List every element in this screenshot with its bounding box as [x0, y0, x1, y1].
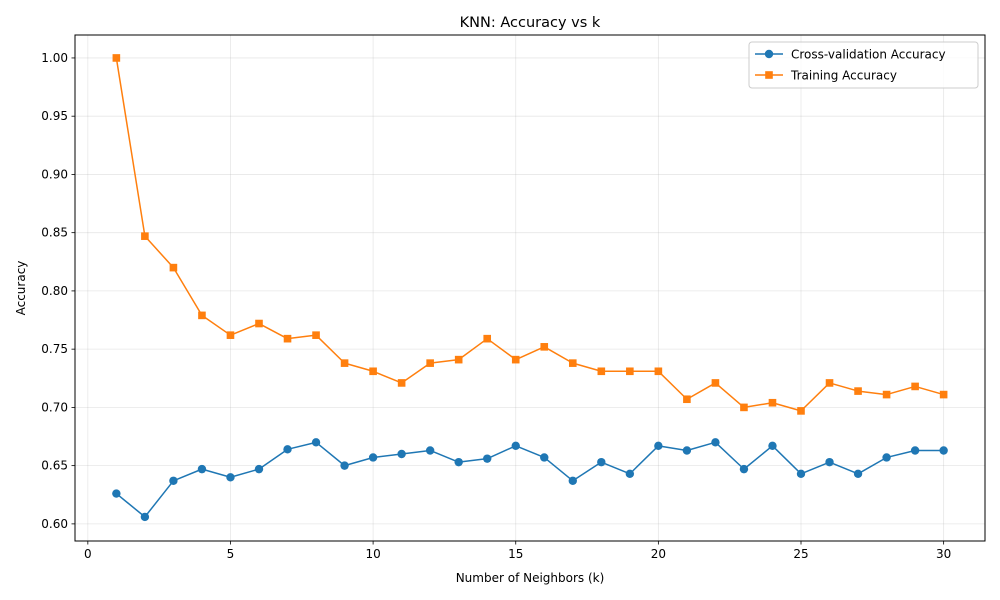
data-point — [169, 263, 178, 272]
legend-item: Training Accuracy — [755, 69, 897, 83]
data-point — [597, 367, 606, 376]
series-line — [115, 57, 944, 412]
y-axis-label: Accuracy — [14, 261, 28, 316]
data-point — [711, 379, 720, 387]
data-point — [283, 334, 292, 343]
data-point — [169, 476, 178, 485]
data-point — [626, 367, 634, 376]
data-point — [853, 469, 863, 478]
legend: Cross-validation Accuracy Training Accura… — [748, 41, 979, 89]
legend-item: Cross-validation Accuracy — [755, 48, 946, 62]
data-point — [939, 390, 948, 399]
data-point — [198, 311, 206, 320]
data-point — [140, 512, 150, 522]
grid-layer — [75, 35, 985, 541]
data-point — [796, 469, 806, 478]
data-point — [654, 441, 663, 451]
data-point — [454, 457, 463, 467]
x-axis-label: Number of Neighbors (k) — [456, 571, 605, 585]
data-point — [797, 407, 805, 415]
data-point — [768, 441, 777, 451]
data-point — [397, 449, 406, 459]
data-point — [682, 446, 692, 455]
data-point — [483, 334, 492, 343]
chart-title: KNN: Accuracy vs k — [460, 15, 601, 31]
y-tick-label: 0.60 — [41, 517, 68, 531]
y-tick-label: 0.65 — [41, 459, 68, 473]
legend-marker — [765, 71, 773, 79]
data-point — [540, 453, 549, 462]
data-point — [454, 355, 463, 364]
y-tick-label: 0.85 — [41, 226, 68, 240]
data-point — [369, 367, 377, 376]
data-point — [425, 446, 435, 455]
data-point — [683, 395, 691, 404]
y-tick-label: 0.75 — [41, 342, 68, 356]
data-point — [739, 464, 749, 474]
legend-marker — [764, 49, 774, 59]
data-point — [625, 469, 635, 478]
data-point — [368, 453, 378, 462]
data-point — [255, 319, 263, 328]
data-point — [825, 379, 834, 387]
legend-label: Cross-validation Accuracy — [791, 48, 946, 62]
data-point — [340, 359, 349, 367]
data-point — [654, 367, 663, 376]
data-point — [597, 457, 606, 467]
x-tick-label: 25 — [793, 547, 808, 561]
data-point — [112, 54, 121, 62]
plot-frame — [74, 34, 986, 542]
data-point — [939, 446, 948, 455]
axes-layer: 0 5 10 15 20 25 30 0.60 0.65 0.70 0.75 0.80 0.85 0.90… — [41, 51, 951, 561]
data-point — [197, 464, 207, 474]
legend-frame — [748, 41, 979, 89]
data-point — [882, 390, 891, 399]
x-tick-label: 0 — [84, 547, 92, 561]
data-point — [397, 379, 406, 387]
data-point — [254, 464, 264, 474]
data-point — [882, 453, 891, 462]
x-tick-label: 5 — [227, 547, 235, 561]
data-point — [511, 441, 520, 451]
data-point — [312, 331, 320, 339]
data-point — [340, 461, 349, 470]
data-point — [540, 343, 549, 351]
y-tick-label: 0.90 — [41, 167, 68, 181]
y-tick-label: 1.00 — [41, 51, 68, 65]
data-point — [854, 387, 862, 395]
series-cross-validation — [112, 438, 948, 522]
y-tick-label: 0.70 — [41, 400, 68, 414]
data-point — [711, 438, 720, 447]
data-point — [911, 382, 919, 391]
x-tick-label: 30 — [936, 547, 951, 561]
x-tick-label: 10 — [365, 547, 380, 561]
data-point — [226, 473, 235, 482]
legend-label: Training Accuracy — [790, 69, 897, 83]
data-point — [910, 446, 920, 455]
data-point — [740, 403, 748, 412]
series-training — [112, 54, 948, 415]
data-point — [426, 359, 434, 367]
y-tick-label: 0.95 — [41, 109, 68, 123]
series-line — [115, 441, 944, 518]
data-point — [825, 457, 834, 467]
data-point — [226, 331, 235, 339]
data-point — [568, 476, 577, 485]
x-tick-label: 20 — [651, 547, 666, 561]
data-point — [511, 355, 520, 364]
data-point — [311, 438, 321, 447]
data-point — [568, 359, 577, 367]
data-point — [768, 398, 777, 407]
data-point — [283, 445, 292, 454]
data-point — [483, 454, 492, 463]
series-layer — [112, 54, 948, 522]
data-point — [141, 232, 149, 240]
data-point — [112, 489, 121, 498]
x-tick-label: 15 — [508, 547, 523, 561]
y-tick-label: 0.80 — [41, 284, 68, 298]
